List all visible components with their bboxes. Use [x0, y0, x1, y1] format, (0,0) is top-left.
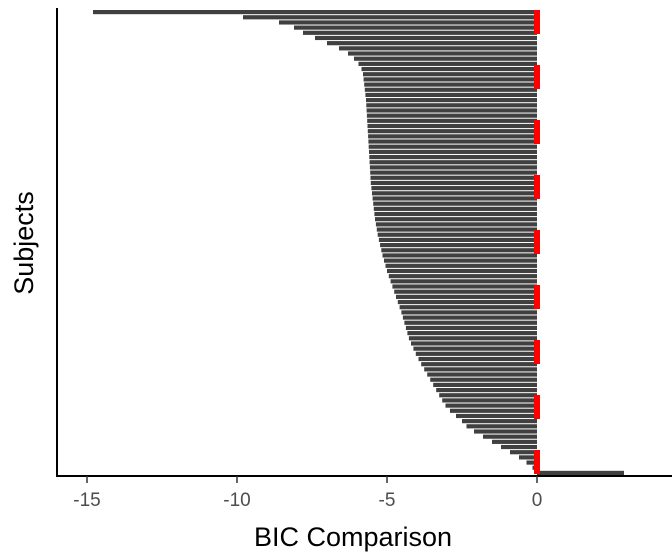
bar: [315, 35, 537, 41]
x-ticks: -15 -10 -5 0: [73, 476, 542, 511]
bar: [369, 160, 537, 165]
bar: [436, 387, 537, 393]
bar: [404, 320, 537, 325]
x-tick-label: -5: [379, 490, 396, 511]
bars-group: [93, 10, 624, 475]
bar: [364, 82, 537, 87]
bar: [501, 444, 537, 450]
bar: [366, 113, 537, 118]
bar: [372, 191, 537, 196]
bar: [375, 217, 537, 222]
bar: [519, 455, 537, 460]
bar: [510, 450, 537, 455]
bar: [369, 154, 537, 160]
bar: [370, 175, 537, 180]
bar: [483, 434, 537, 439]
bar: [374, 211, 537, 217]
bar: [401, 310, 537, 315]
bar: [411, 341, 537, 346]
bar: [327, 41, 537, 46]
bar: [367, 123, 537, 129]
bar: [368, 139, 537, 144]
bar: [396, 294, 537, 299]
x-tick-label: -15: [73, 490, 100, 511]
bar: [354, 56, 537, 61]
bar: [445, 403, 537, 408]
bar: [367, 118, 537, 123]
bar: [462, 419, 537, 424]
bar: [371, 186, 537, 191]
bar: [381, 248, 537, 253]
bar: [430, 377, 537, 382]
bar: [380, 243, 537, 248]
bar: [418, 356, 537, 362]
bar: [397, 299, 537, 305]
bar: [363, 77, 537, 82]
bar: [339, 46, 537, 51]
bar: [402, 315, 537, 320]
bar: [413, 346, 537, 351]
bar: [392, 284, 537, 289]
bar: [408, 336, 537, 341]
bar: [372, 196, 537, 201]
bar: [424, 367, 537, 372]
bar: [474, 429, 537, 434]
bar: [358, 61, 537, 66]
bar: [366, 98, 537, 103]
bar: [421, 362, 537, 367]
bar: [537, 470, 624, 475]
bar: [365, 92, 537, 98]
bar: [370, 180, 537, 186]
bar: [375, 222, 537, 227]
bar: [415, 351, 537, 356]
y-axis-title: Subjects: [9, 191, 39, 295]
bar: [303, 30, 537, 35]
bar: [427, 372, 537, 377]
bar: [387, 268, 537, 274]
bar: [348, 51, 537, 56]
x-tick-label: -10: [223, 490, 250, 511]
bar: [366, 108, 537, 113]
bar: [361, 66, 537, 72]
bar: [294, 25, 537, 30]
bar: [369, 149, 537, 154]
bar: [378, 237, 537, 242]
bar: [366, 103, 537, 108]
bar: [492, 439, 537, 444]
bar: [369, 165, 537, 170]
bar: [526, 460, 537, 465]
bar: [364, 87, 537, 92]
x-tick-label: 0: [532, 490, 543, 511]
bar: [466, 424, 537, 429]
bar: [368, 134, 537, 139]
bar: [407, 331, 537, 336]
bar: [367, 129, 537, 134]
bar: [405, 325, 537, 331]
bar: [456, 413, 537, 419]
bar: [385, 263, 537, 268]
bar: [377, 232, 537, 237]
bar: [376, 227, 537, 232]
bar: [279, 20, 537, 25]
bar: [390, 279, 537, 284]
bar: [368, 144, 537, 149]
bar: [394, 289, 537, 294]
bar: [388, 274, 537, 279]
x-axis-title: BIC Comparison: [254, 522, 452, 552]
bar: [382, 253, 537, 258]
bar: [450, 408, 537, 413]
bar: [373, 206, 537, 211]
bar: [442, 398, 537, 403]
bar: [370, 170, 537, 175]
bar: [384, 258, 537, 263]
bar: [439, 393, 537, 398]
bar: [399, 305, 537, 310]
bar: [373, 201, 537, 206]
bar: [93, 10, 537, 15]
bar: [433, 382, 537, 387]
bar: [363, 72, 537, 77]
bar: [243, 15, 537, 20]
